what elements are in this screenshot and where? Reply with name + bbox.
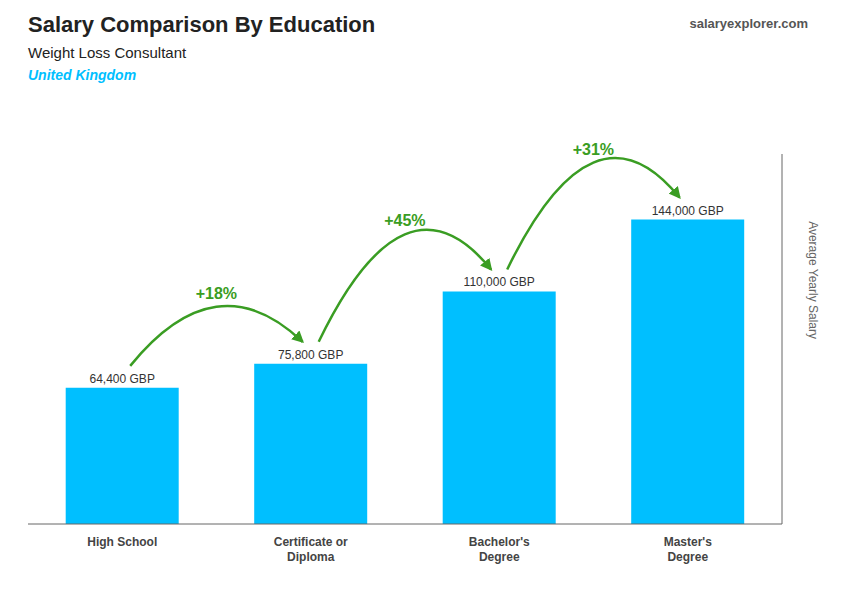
- svg-text:75,800 GBP: 75,800 GBP: [278, 348, 343, 362]
- svg-text:Bachelor'sDegree: Bachelor'sDegree: [469, 535, 530, 564]
- html-text:United Kingdom: United Kingdom: [28, 67, 137, 83]
- html-text:Weight Loss Consultant: Weight Loss Consultant: [28, 44, 187, 61]
- svg-text:110,000 GBP: 110,000 GBP: [464, 275, 535, 289]
- svg-text:64,400 GBP: 64,400 GBP: [90, 372, 155, 386]
- svg-text:+45%: +45%: [384, 212, 425, 229]
- svg-text:144,000 GBP: 144,000 GBP: [652, 204, 724, 218]
- svg-text:+31%: +31%: [573, 141, 614, 158]
- html-text:salaryexplorer.com: salaryexplorer.com: [689, 16, 808, 31]
- svg-text:Master'sDegree: Master'sDegree: [664, 535, 713, 564]
- svg-text:+18%: +18%: [196, 285, 237, 302]
- svg-text:High School: High School: [87, 535, 157, 549]
- svg-text:Certificate orDiploma: Certificate orDiploma: [274, 535, 348, 564]
- svg-text:Average Yearly Salary: Average Yearly Salary: [806, 221, 820, 339]
- html-text:Salary Comparison By Education: Salary Comparison By Education: [28, 12, 376, 37]
